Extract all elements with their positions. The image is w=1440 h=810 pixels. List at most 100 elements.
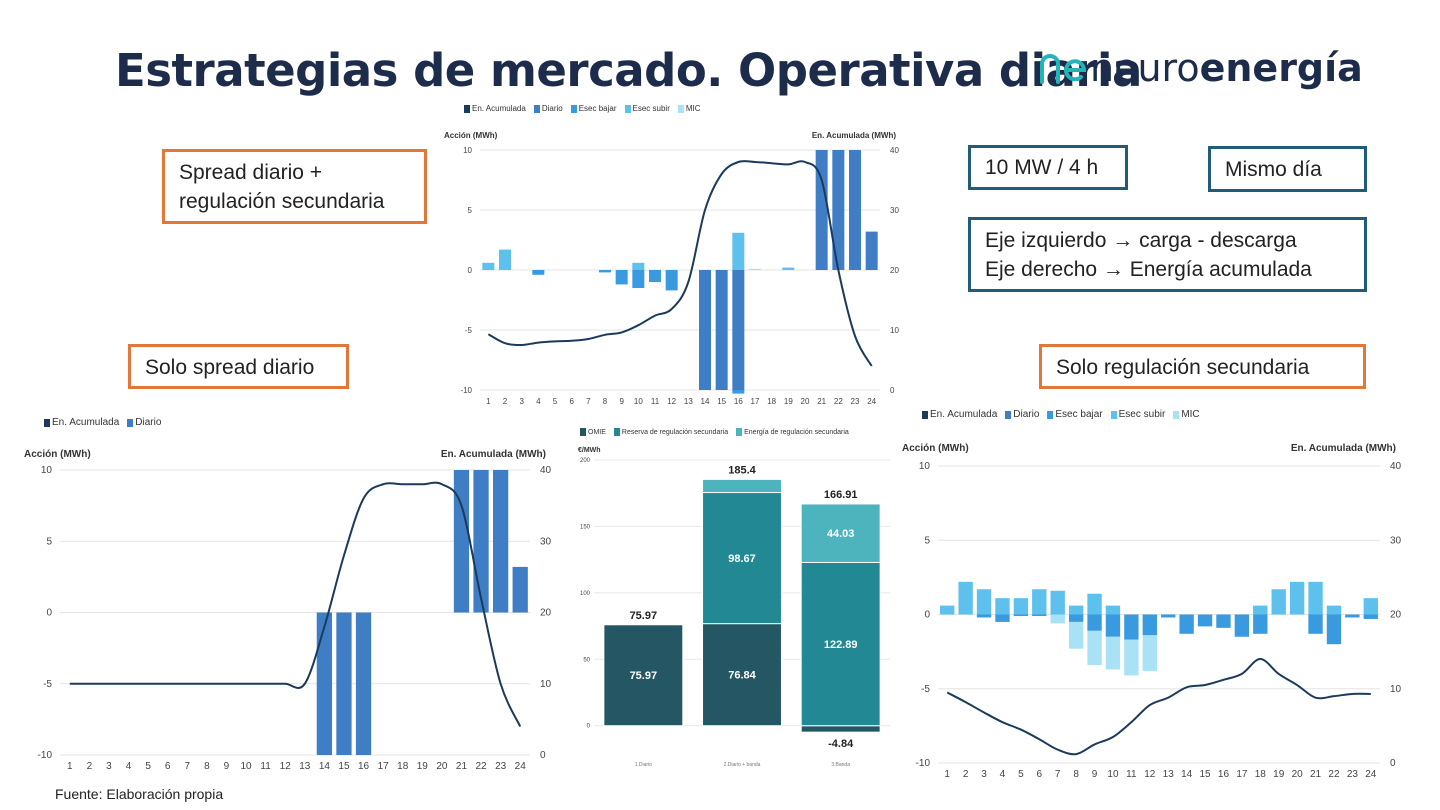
legend-label: MIC xyxy=(1181,409,1200,420)
x-tick: 17 xyxy=(751,397,760,405)
label-solo-spread: Solo spread diario xyxy=(128,344,349,389)
y-tick: 100 xyxy=(580,591,591,597)
brand-logo: neuroenergía xyxy=(1038,46,1363,90)
x-tick: 11 xyxy=(1126,769,1137,780)
y-tick-left: 0 xyxy=(468,266,473,275)
x-tick: 7 xyxy=(185,761,191,772)
legend-item: Esec subir xyxy=(1110,409,1165,420)
x-tick: 23 xyxy=(495,761,507,772)
bar-esec-subir-h4 xyxy=(995,598,1010,615)
bar-diario-h21 xyxy=(815,150,828,270)
y-tick-left: 0 xyxy=(46,608,52,619)
legend-item: MIC xyxy=(677,104,701,113)
x-tick: 19 xyxy=(784,397,793,405)
bar-esec-bajar-h8 xyxy=(599,270,611,273)
segment-0-0 xyxy=(603,624,684,727)
bar-esec-bajar-h11 xyxy=(1124,614,1139,640)
bar-esec-subir-h16 xyxy=(732,232,745,270)
x-tick: 14 xyxy=(319,761,331,772)
label-eje-izquierdo: Eje izquierdo → carga - descarga xyxy=(985,229,1297,252)
label-solo-spread-text: Solo spread diario xyxy=(145,356,315,379)
y-tick-left: -10 xyxy=(916,758,931,769)
bar-esec-bajar-h9 xyxy=(1087,614,1102,631)
legend-swatch xyxy=(464,104,470,113)
legend-item: Energía de regulación secundaria xyxy=(736,428,849,436)
bar-esec-bajar-h17 xyxy=(1234,614,1250,637)
bar-esec-bajar-h21 xyxy=(1308,614,1323,634)
bar-esec-subir-h22 xyxy=(1326,605,1342,615)
y-tick-right: 40 xyxy=(1390,461,1402,472)
legend-label: Esec bajar xyxy=(578,104,617,113)
x-tick: 5 xyxy=(1018,769,1024,780)
x-tick: 17 xyxy=(1236,769,1248,780)
legend-swatch xyxy=(1173,410,1180,419)
label-mismo-dia-text: Mismo día xyxy=(1225,158,1322,181)
legend-swatch xyxy=(736,428,743,436)
x-tick: 3.Banda xyxy=(831,762,850,768)
legend-swatch xyxy=(44,418,50,427)
x-tick: 24 xyxy=(1365,769,1377,780)
x-tick: 3 xyxy=(106,761,112,772)
axis-title: En. Acumulada (MWh) xyxy=(440,449,546,460)
x-tick: 24 xyxy=(515,761,527,772)
bar-diario-h15 xyxy=(715,270,728,390)
y-tick: 200 xyxy=(580,458,591,464)
y-tick-left: -10 xyxy=(460,386,472,395)
x-tick: 20 xyxy=(436,761,448,772)
x-tick: 18 xyxy=(397,761,409,772)
x-tick: 22 xyxy=(475,761,487,772)
y-tick-left: 10 xyxy=(919,461,931,472)
legend-item: OMIE xyxy=(580,428,606,436)
x-tick: 14 xyxy=(1181,769,1193,780)
legend-label: Diario xyxy=(1013,409,1040,420)
bar-esec-bajar-h18 xyxy=(1253,614,1268,634)
bar-esec-subir-h6 xyxy=(1032,589,1047,615)
page-title: Estrategias de mercado. Operativa diaria xyxy=(115,44,1142,97)
label-potencia: 10 MW / 4 h xyxy=(968,145,1128,190)
bar-mic-h17 xyxy=(749,268,761,270)
legend-item: Diario xyxy=(533,104,563,113)
bar-esec-bajar-h14 xyxy=(1179,614,1194,634)
bar-diario-h15 xyxy=(336,612,352,755)
legend-label: Esec bajar xyxy=(1055,409,1103,420)
legend-label: MIC xyxy=(685,104,701,113)
x-tick: 4 xyxy=(536,397,541,405)
y-tick-right: 40 xyxy=(890,146,899,155)
x-tick: 15 xyxy=(1199,769,1211,780)
bar-esec-bajar-h9 xyxy=(615,270,628,285)
bar-mic-h7 xyxy=(1050,614,1065,624)
total-label: 185.4 xyxy=(728,464,756,476)
bar-diario-h16 xyxy=(732,270,745,390)
legend-item: En. Acumulada xyxy=(464,104,526,113)
y-tick-right: 20 xyxy=(540,608,552,619)
x-tick: 9 xyxy=(619,397,624,405)
x-tick: 12 xyxy=(1144,769,1156,780)
bar-esec-bajar-h22 xyxy=(1326,614,1342,645)
bar-esec-bajar-h6 xyxy=(1032,614,1047,616)
y-tick-left: 0 xyxy=(924,610,930,621)
legend-label: En. Acumulada xyxy=(472,104,526,113)
y-tick-left: 10 xyxy=(463,146,472,155)
y-tick-left: 5 xyxy=(468,206,473,215)
bar-esec-subir-h10 xyxy=(1105,605,1121,615)
x-tick: 9 xyxy=(224,761,230,772)
y-tick-right: 0 xyxy=(1390,758,1396,769)
y-tick-right: 30 xyxy=(540,536,552,547)
x-tick: 1 xyxy=(944,769,950,780)
x-tick: 15 xyxy=(338,761,350,772)
bar-esec-subir-h19 xyxy=(782,267,795,270)
legend-item: Diario xyxy=(1005,409,1039,420)
x-tick: 22 xyxy=(834,397,843,405)
bar-esec-bajar-h10 xyxy=(632,270,645,288)
bar-esec-bajar-h10 xyxy=(1105,614,1121,637)
x-tick: 16 xyxy=(734,397,743,405)
y-tick: 150 xyxy=(580,524,591,530)
legend-swatch xyxy=(1005,410,1012,419)
x-tick: 18 xyxy=(1255,769,1267,780)
y-tick: 50 xyxy=(583,657,590,663)
brand-name: neuroenergía xyxy=(1090,46,1363,90)
x-tick: 10 xyxy=(240,761,252,772)
bar-esec-bajar-h3 xyxy=(976,614,992,618)
